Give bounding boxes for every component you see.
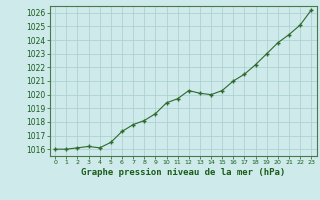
X-axis label: Graphe pression niveau de la mer (hPa): Graphe pression niveau de la mer (hPa) [81, 168, 285, 177]
